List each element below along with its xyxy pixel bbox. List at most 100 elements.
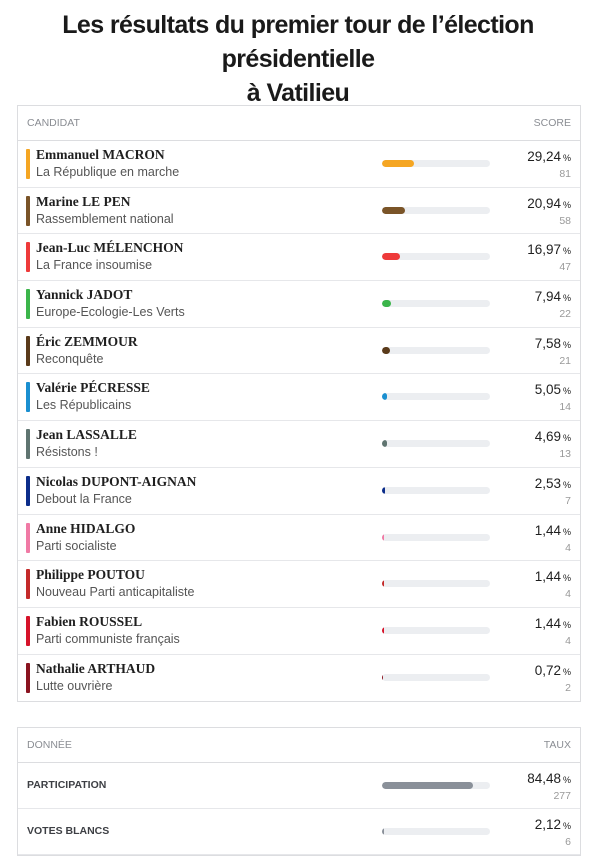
candidate-percent: 7,94% (535, 289, 571, 304)
percent-value: 20,94 (527, 195, 561, 211)
score-bar-fill (382, 533, 384, 541)
candidate-column-header: CANDIDAT (27, 117, 80, 129)
candidate-name: Éric ZEMMOUR (36, 333, 138, 349)
candidates-table-header: CANDIDAT SCORE (18, 106, 580, 141)
data-column-header: DONNÉE (27, 739, 72, 751)
candidate-row: Nicolas DUPONT-AIGNAN Debout la France 2,5… (18, 468, 580, 515)
candidate-percent: 1,44% (535, 569, 571, 584)
party-color-bar (26, 195, 30, 226)
percent-sign: % (562, 246, 571, 257)
data-percent: 2,12% (535, 817, 571, 832)
percent-sign: % (562, 573, 571, 584)
candidate-votes: 21 (559, 354, 571, 367)
candidate-name: Valérie PÉCRESSE (36, 380, 150, 396)
data-percent: 84,48% (527, 771, 571, 786)
candidate-votes: 4 (565, 588, 571, 601)
score-bar-track (382, 253, 490, 261)
page-title: Les résultats du premier tour de l’élect… (0, 8, 596, 110)
candidate-name: Nathalie ARTHAUD (36, 660, 156, 676)
candidate-row: Fabien ROUSSEL Parti communiste français 1… (18, 608, 580, 655)
candidate-row: Jean LASSALLE Résistons ! 4,69% 13 (18, 421, 580, 468)
score-bar-track (382, 160, 490, 167)
party-color-bar (26, 429, 30, 460)
data-label: VOTES BLANCS (27, 825, 110, 837)
data-count: 6 (565, 836, 571, 848)
candidate-name: Anne HIDALGO (36, 520, 136, 536)
rate-bar-fill (382, 782, 474, 789)
score-bar-fill (382, 673, 383, 681)
party-color-bar (26, 522, 30, 553)
candidate-party: Lutte ouvrière (36, 678, 113, 693)
candidate-party: La France insoumise (36, 258, 153, 273)
party-color-bar (26, 289, 30, 320)
score-bar-track (382, 300, 490, 308)
candidate-percent: 2,53% (535, 476, 571, 491)
score-bar-track (382, 486, 490, 494)
candidate-name: Jean-Luc MÉLENCHON (36, 240, 184, 256)
candidate-votes: 4 (565, 541, 571, 554)
percent-value: 4,69 (534, 429, 561, 445)
percent-sign: % (562, 526, 571, 537)
candidate-name: Yannick JADOT (36, 287, 133, 303)
score-bar-track (382, 393, 490, 401)
score-column-header: SCORE (533, 117, 571, 129)
percent-sign: % (562, 666, 571, 677)
score-bar-fill (382, 160, 414, 167)
candidate-row: Philippe POUTOU Nouveau Parti anticapital… (18, 561, 580, 608)
data-count: 277 (553, 790, 571, 802)
percent-sign: % (562, 339, 571, 350)
score-bar-fill (382, 346, 391, 354)
party-color-bar (26, 475, 30, 506)
percent-value: 7,94 (534, 289, 561, 305)
rate-column-header: TAUX (543, 739, 571, 751)
data-label: PARTICIPATION (27, 779, 107, 791)
candidate-party: La République en marche (36, 165, 180, 179)
candidate-percent: 29,24% (527, 149, 571, 164)
percent-value: 16,97 (527, 242, 561, 258)
score-bar-fill (382, 486, 385, 494)
candidate-votes: 22 (559, 308, 571, 321)
candidate-percent: 7,58% (535, 336, 571, 351)
candidate-row: Nathalie ARTHAUD Lutte ouvrière 0,72% 2 (18, 655, 580, 702)
percent-value: 1,44 (534, 615, 561, 631)
percent-sign: % (562, 153, 571, 163)
candidate-party: Les Républicains (36, 398, 132, 413)
score-bar-track (382, 346, 490, 354)
percent-value: 29,24 (527, 149, 561, 164)
party-color-bar (26, 615, 30, 646)
candidate-percent: 4,69% (535, 429, 571, 444)
candidate-percent: 5,05% (535, 382, 571, 397)
score-bar-fill (382, 440, 388, 448)
score-bar-track (382, 580, 490, 588)
score-bar-fill (382, 580, 384, 588)
candidate-party: Nouveau Parti anticapitaliste (36, 585, 195, 600)
candidate-votes: 2 (565, 681, 571, 694)
candidate-row: Emmanuel MACRON La République en marche 29… (18, 141, 580, 188)
candidate-row: Marine LE PEN Rassemblement national 20,94… (18, 188, 580, 235)
party-color-bar (26, 335, 30, 366)
party-color-bar (26, 149, 30, 179)
turnout-data-table: DONNÉE TAUX PARTICIPATION 84,48% 277 VOTES … (17, 727, 581, 856)
candidate-percent: 1,44% (535, 616, 571, 631)
score-bar-track (382, 533, 490, 541)
candidate-name: Philippe POUTOU (36, 567, 145, 583)
percent-value: 0,72 (534, 662, 561, 678)
candidate-party: Résistons ! (36, 445, 98, 460)
data-row: PARTICIPATION 84,48% 277 (18, 763, 580, 809)
candidate-percent: 0,72% (535, 663, 571, 678)
candidate-votes: 4 (565, 634, 571, 647)
candidate-party: Parti communiste français (36, 631, 180, 646)
candidate-party: Debout la France (36, 491, 132, 506)
candidate-row: Jean-Luc MÉLENCHON La France insoumise 16,… (18, 234, 580, 282)
candidate-percent: 20,94% (527, 196, 571, 211)
data-table-header: DONNÉE TAUX (18, 728, 580, 763)
candidate-party: Parti socialiste (36, 538, 117, 553)
percent-sign: % (562, 199, 571, 210)
score-bar-fill (382, 626, 384, 634)
candidate-row: Yannick JADOT Europe-Ecologie-Les Verts 7,… (18, 281, 580, 328)
candidate-rows: Emmanuel MACRON La République en marche 29… (18, 141, 580, 701)
candidate-votes: 7 (565, 494, 571, 507)
candidate-name: Emmanuel MACRON (36, 147, 165, 162)
candidate-votes: 81 (559, 168, 571, 180)
data-rows: PARTICIPATION 84,48% 277 VOTES BLANCS 2,12% 6 (18, 763, 580, 855)
